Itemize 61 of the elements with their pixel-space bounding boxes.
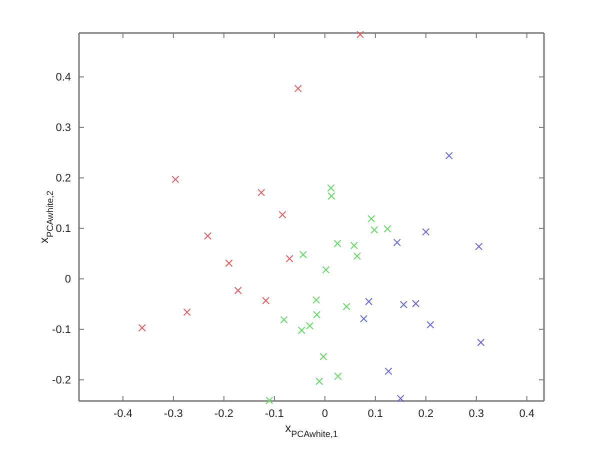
point — [299, 250, 307, 258]
point — [368, 214, 376, 223]
point — [400, 300, 408, 308]
point — [306, 322, 314, 330]
point — [445, 152, 453, 160]
x-tick-label: 0.3 — [468, 408, 484, 420]
x-tick-label: 0.4 — [519, 408, 534, 420]
point — [183, 308, 191, 316]
y-tick-label: 0.2 — [56, 172, 71, 184]
point — [234, 286, 242, 294]
point — [313, 310, 321, 318]
x-tick-label: 0.2 — [418, 408, 434, 420]
x-tick-label: -0.4 — [113, 408, 132, 420]
point — [328, 192, 336, 200]
point — [322, 266, 330, 274]
point — [280, 316, 288, 324]
point — [294, 84, 302, 92]
point — [370, 226, 378, 234]
point — [266, 396, 274, 404]
point — [384, 367, 392, 376]
point — [426, 320, 434, 329]
x-tick-label: -0.1 — [264, 408, 284, 420]
point — [422, 228, 430, 236]
point — [365, 298, 373, 306]
point — [327, 184, 335, 192]
x-axis-title: x$_{PCAwhite,1}$ — [285, 421, 338, 439]
point — [334, 372, 342, 380]
point — [412, 300, 420, 308]
point — [360, 314, 368, 323]
point — [334, 240, 342, 248]
y-tick-label: 0.3 — [56, 122, 71, 134]
x-tick-label: -0.3 — [164, 408, 183, 420]
point — [262, 296, 270, 304]
point — [298, 326, 306, 334]
point — [138, 324, 146, 332]
point — [172, 176, 180, 184]
point — [342, 302, 350, 310]
point — [278, 210, 286, 219]
point — [384, 225, 392, 233]
point — [286, 254, 294, 262]
point — [257, 188, 266, 196]
x-tick-label: 0 — [322, 408, 328, 420]
x-tick-label: -0.2 — [214, 408, 234, 420]
y-tick-label: 0.4 — [56, 71, 71, 84]
point — [225, 259, 233, 267]
point — [204, 232, 212, 240]
point — [477, 338, 485, 346]
point — [356, 30, 364, 38]
y-tick-label: 0.1 — [56, 222, 71, 235]
point — [393, 238, 401, 246]
point — [320, 352, 328, 360]
point — [350, 242, 358, 250]
point — [316, 378, 324, 386]
point — [353, 252, 361, 260]
point — [312, 296, 320, 304]
y-tick-label: -0.1 — [52, 324, 71, 336]
y-tick-label: -0.2 — [52, 374, 71, 386]
point — [396, 394, 404, 402]
y-tick-label: 0 — [64, 273, 71, 286]
x-tick-label: 0.1 — [368, 408, 384, 420]
point — [475, 242, 483, 250]
